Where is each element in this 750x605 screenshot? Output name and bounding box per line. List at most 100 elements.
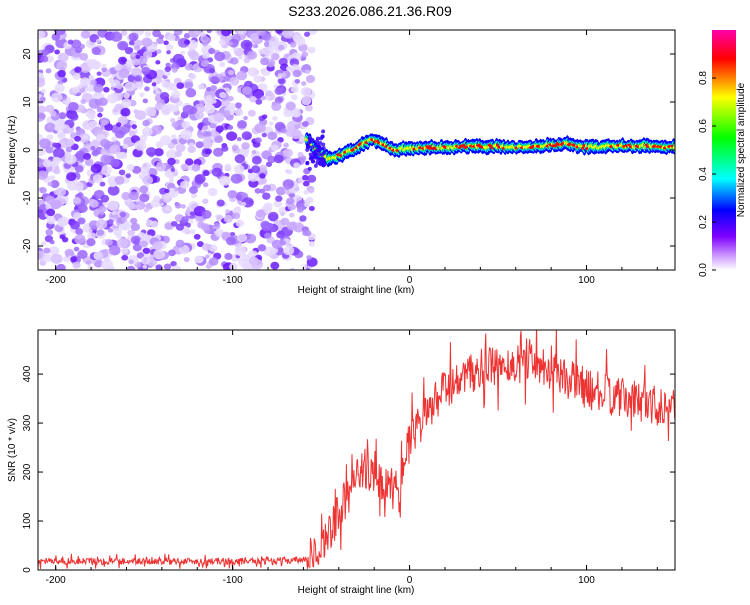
noise-blob [234, 206, 241, 212]
noise-blob [131, 58, 140, 66]
noise-blob [156, 161, 163, 167]
noise-blob [181, 120, 191, 129]
noise-blob [150, 199, 160, 208]
noise-blob [82, 134, 89, 140]
noise-blob [180, 163, 189, 171]
noise-blob [189, 229, 196, 235]
noise-blob [241, 142, 250, 150]
noise-blob [288, 212, 295, 218]
noise-blob [290, 267, 295, 270]
noise-blob [77, 217, 86, 225]
noise-blob [211, 99, 217, 104]
noise-blob [251, 155, 262, 165]
colorbar-gradient [712, 30, 736, 270]
noise-blob [205, 94, 213, 101]
noise-blob [234, 102, 242, 109]
noise-blob [120, 30, 128, 36]
noise-blob [156, 37, 164, 45]
noise-blob [305, 74, 316, 83]
noise-blob [42, 159, 53, 168]
noise-blob [163, 40, 169, 46]
noise-blob [252, 88, 265, 99]
noise-blob [202, 41, 208, 47]
noise-blob [43, 253, 53, 263]
noise-blob [73, 196, 81, 204]
noise-blob [267, 211, 279, 222]
snr-xtick-label: -100 [223, 575, 243, 586]
noise-blob [130, 235, 142, 245]
noise-blob [64, 138, 75, 147]
noise-blob [283, 245, 295, 256]
noise-blob [90, 163, 102, 174]
noise-blob [213, 147, 224, 157]
noise-blob [50, 199, 62, 210]
noise-blob [94, 92, 100, 97]
noise-blob [229, 76, 240, 86]
noise-blob [222, 110, 231, 118]
noise-blob [232, 212, 241, 220]
noise-blob [152, 241, 163, 251]
noise-blob [241, 194, 247, 199]
noise-blob [98, 205, 107, 213]
noise-blob [120, 107, 131, 117]
noise-blob [147, 229, 156, 237]
noise-blob [240, 39, 253, 51]
noise-blob [101, 66, 108, 73]
noise-blob [91, 149, 99, 157]
spectrogram-ytick-label: 10 [22, 96, 33, 108]
noise-blob [41, 48, 50, 56]
noise-blob [228, 41, 233, 46]
noise-blob [242, 86, 253, 96]
noise-blob [115, 83, 123, 90]
snr-xtick-label: 0 [407, 575, 413, 586]
noise-blob [76, 185, 84, 192]
noise-blob [302, 120, 309, 127]
noise-blob [255, 209, 266, 218]
noise-blob [144, 106, 157, 117]
noise-blob [167, 34, 176, 42]
noise-blob [267, 155, 276, 164]
noise-blob [72, 72, 81, 80]
noise-blob [39, 138, 51, 149]
noise-blob [141, 66, 151, 75]
noise-blob [214, 222, 220, 228]
noise-blob [102, 201, 108, 206]
noise-blob [202, 198, 209, 204]
noise-blob [130, 222, 141, 232]
noise-blob [112, 228, 122, 236]
ridge-edge [317, 152, 322, 157]
noise-blob [118, 68, 130, 79]
noise-blob [92, 174, 103, 184]
noise-blob [234, 154, 246, 164]
noise-blob [275, 30, 283, 34]
noise-blob [164, 66, 172, 72]
noise-blob [52, 156, 62, 165]
noise-blob [194, 103, 206, 113]
noise-blob [304, 230, 312, 237]
noise-blob [189, 73, 197, 80]
noise-blob [56, 263, 66, 270]
noise-blob [57, 52, 69, 62]
noise-blob [96, 106, 104, 113]
noise-blob [141, 37, 153, 48]
noise-blob [142, 119, 150, 127]
noise-blob [180, 180, 190, 189]
noise-blob [54, 49, 60, 55]
noise-blob [230, 173, 243, 184]
noise-blob [308, 205, 315, 212]
noise-blob [202, 52, 210, 59]
noise-blob [175, 223, 184, 231]
noise-blob [130, 30, 136, 33]
noise-blob [137, 55, 148, 65]
noise-blob [49, 110, 57, 117]
noise-blob [216, 199, 225, 207]
noise-blob [86, 238, 96, 247]
ridge-edge [321, 159, 326, 164]
snr-frame [37, 329, 676, 571]
noise-blob [139, 185, 149, 194]
noise-blob [73, 246, 80, 252]
noise-blob [40, 96, 46, 102]
colorbar-tick-label: 0.4 [698, 167, 709, 181]
ridge-edge [315, 142, 320, 147]
